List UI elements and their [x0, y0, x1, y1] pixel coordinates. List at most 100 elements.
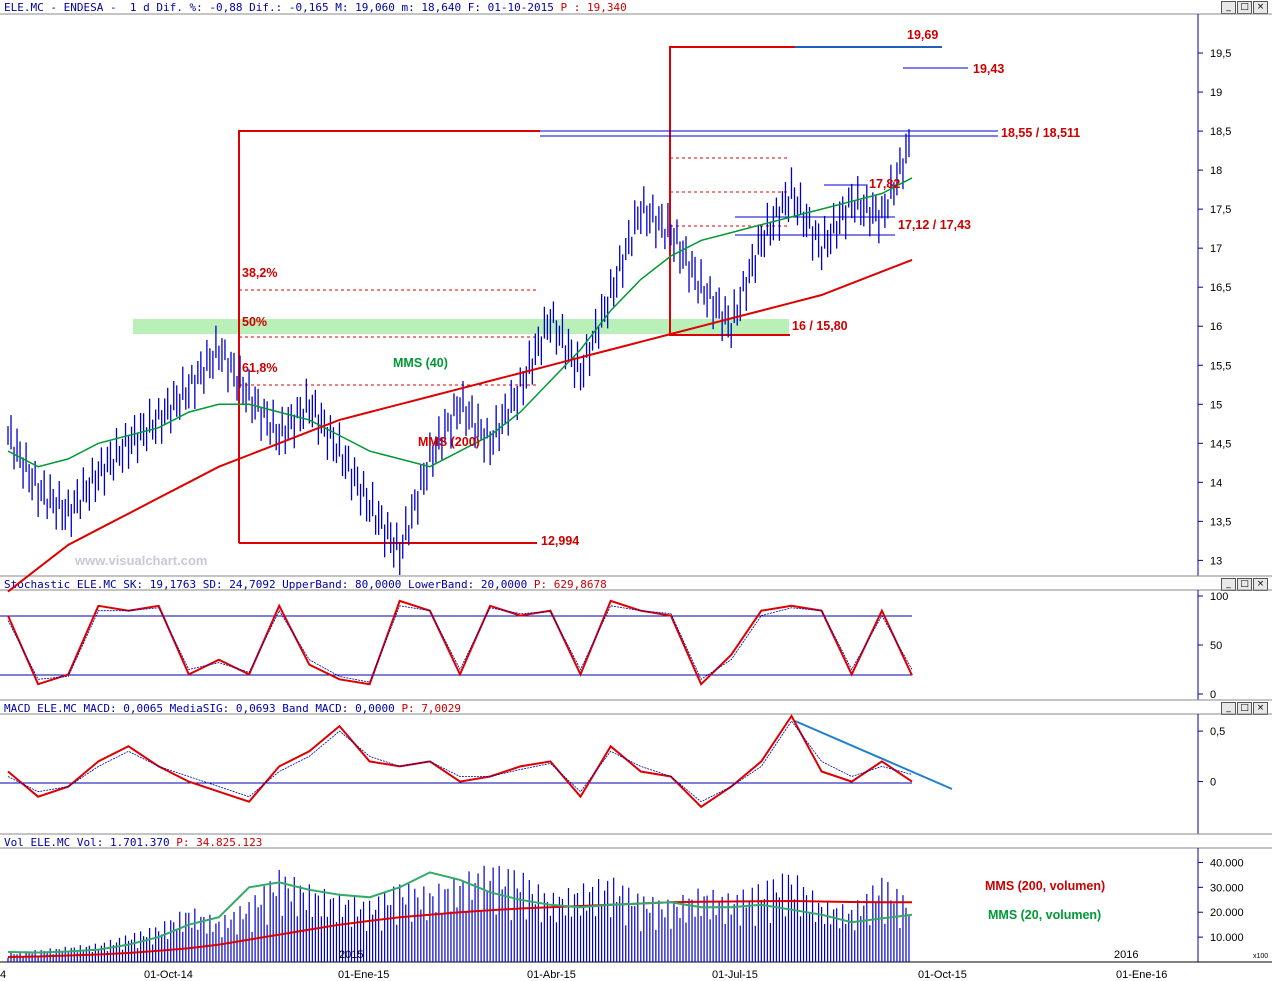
year-label-2015: 2015: [339, 949, 363, 961]
price-label: P :: [560, 1, 581, 14]
dif-value: -0,165: [288, 1, 329, 14]
label-fib-50: 50%: [242, 315, 267, 329]
fib-box-1: [238, 130, 540, 543]
x-label-ene16: 01-Ene-16: [1116, 969, 1167, 981]
x-label-abr15: 01-Abr-15: [527, 969, 576, 981]
label-16-1580: 16 / 15,80: [792, 319, 848, 333]
price-value: 19,340: [586, 1, 627, 14]
interval: 1 d: [129, 1, 150, 14]
price-tick-label-10: 18: [1210, 165, 1222, 177]
x-label-ene15: 01-Ene-15: [338, 969, 389, 981]
stoch-tick-label-0: 0: [1210, 689, 1216, 701]
vol-tick-label-0: 10.000: [1210, 932, 1244, 944]
price-tick-label-1: 13,5: [1210, 516, 1231, 528]
label-1855: 18,55 / 18,511: [1001, 126, 1080, 140]
x-axis-labels: 4 01-Oct-14 01-Ene-15 01-Abr-15 01-Jul-1…: [0, 949, 1268, 981]
volume-axis-ticks: 10.000 20.000 30.000 40.000: [1198, 857, 1244, 944]
label-fib-382: 38,2%: [242, 266, 277, 280]
macd-title: MACD_ELE.MC: [4, 702, 77, 715]
year-label-2016: 2016: [1114, 949, 1138, 961]
macd-band: 0,0000: [355, 702, 395, 715]
mms40-line: [7, 177, 913, 468]
macd-value: 0,0065: [123, 702, 163, 715]
stoch-upper: 80,0000: [355, 578, 402, 591]
max-value: 19,060: [355, 1, 395, 14]
macd-divergence-trendline: [794, 720, 953, 790]
dif-pct-label: %:: [189, 1, 203, 14]
symbol: ELE.MC: [4, 1, 44, 14]
label-vol-mms200: MMS (200, volumen): [985, 879, 1105, 893]
x-label-oct15: 01-Oct-15: [918, 969, 967, 981]
macd-p: 7,0029: [421, 702, 462, 715]
label-1782: 17,82: [869, 177, 900, 191]
label-vol-mms20: MMS (20, volumen): [988, 908, 1101, 922]
vol-value: 1.701.370: [109, 836, 170, 849]
max-label: M:: [335, 1, 349, 14]
date-label: F:: [467, 1, 481, 14]
vol-title: Vol_ELE.MC: [4, 836, 71, 849]
price-tick-label-12: 19: [1210, 87, 1222, 99]
stoch-panel-title: Stochastic_ELE.MC SK: 19,1763 SD: 24,709…: [4, 578, 607, 591]
vol-tick-label-2: 30.000: [1210, 882, 1244, 894]
stoch-sk-line: [7, 599, 913, 686]
price-tick-label-11: 18,5: [1210, 126, 1231, 138]
label-mms200: MMS (200): [418, 435, 480, 449]
label-fib-618: 61,8%: [242, 361, 277, 375]
stoch-lower: 20,0000: [480, 578, 528, 591]
vol-tick-label-1: 20.000: [1210, 907, 1244, 919]
price-panel-title: ELE.MC - ENDESA - 1 d Dif. %: -0,88 Dif.…: [4, 1, 627, 14]
price-axis-ticks: 13 13,5 14 14,5 15 15,5 16 16,5 17 17,5 18 18,5 19 19…: [1198, 48, 1231, 567]
macd-window-buttons: _ □ ×: [1221, 702, 1268, 715]
price-tick-label-2: 14: [1210, 477, 1222, 489]
stoch-title: Stochastic_ELE.MC: [4, 578, 117, 591]
label-mms40: MMS (40): [393, 356, 448, 370]
mms200-line: [7, 258, 913, 593]
vol-tick-label-3: 40.000: [1210, 857, 1244, 869]
support-zone: [133, 319, 789, 334]
price-tick-label-7: 16,5: [1210, 282, 1231, 294]
price-tick-label-3: 14,5: [1210, 438, 1231, 450]
vol-mms20-line: [7, 871, 913, 954]
macd-axis-ticks: 00,5: [1198, 726, 1225, 789]
x-label-jul15: 01-Jul-15: [712, 969, 758, 981]
macd-line: [7, 714, 913, 809]
price-tick-label-5: 15,5: [1210, 360, 1231, 372]
price-tick-label-8: 17: [1210, 243, 1222, 255]
vol-panel-title: Vol_ELE.MC Vol: 1.701.370 P: 34.825.123: [4, 836, 263, 849]
stoch-sd: 24,7092: [229, 578, 276, 591]
price-window-buttons: _ □ ×: [1221, 1, 1268, 14]
macd-signal: 0,0693: [235, 702, 276, 715]
stoch-tick-label-1: 50: [1210, 640, 1222, 652]
fib-box-2: [669, 46, 800, 336]
price-tick-label-4: 15: [1210, 399, 1222, 411]
vol-p: 34.825.123: [196, 836, 263, 849]
macd-tick-label-0: 0: [1210, 777, 1216, 789]
macd-panel-title: MACD_ELE.MC MACD: 0,0065 MediaSIG: 0,069…: [4, 702, 462, 715]
label-1943: 19,43: [973, 62, 1004, 76]
dif-label: Dif.:: [249, 1, 283, 14]
price-bars: [7, 129, 910, 575]
price-tick-label-9: 17,5: [1210, 204, 1231, 216]
label-12994: 12,994: [541, 534, 579, 548]
x-label-start: 4: [0, 969, 6, 981]
security-name: ENDESA: [63, 1, 104, 14]
price-tick-label-6: 16: [1210, 321, 1222, 333]
x-label-oct14: 01-Oct-14: [144, 969, 193, 981]
macd-signal-line: [7, 720, 913, 803]
vol-mms200-line: [7, 899, 912, 958]
volume-bars: [7, 865, 910, 962]
stoch-p: 629,8678: [553, 578, 607, 591]
stoch-sk: 19,1763: [149, 578, 197, 591]
dif-word: Dif.: [156, 1, 183, 14]
price-tick-label-13: 19,5: [1210, 48, 1231, 60]
label-1969: 19,69: [907, 28, 938, 42]
macd-maximize-button[interactable]: □: [1237, 702, 1252, 715]
minimize-button[interactable]: _: [1221, 1, 1236, 14]
min-value: 18,640: [421, 1, 462, 14]
date-value: 01-10-2015: [487, 1, 554, 14]
macd-close-button[interactable]: ×: [1253, 702, 1268, 715]
macd-tick-label-1: 0,5: [1210, 726, 1225, 738]
stoch-sd-line: [7, 605, 913, 683]
dif-pct: -0,88: [209, 1, 243, 14]
